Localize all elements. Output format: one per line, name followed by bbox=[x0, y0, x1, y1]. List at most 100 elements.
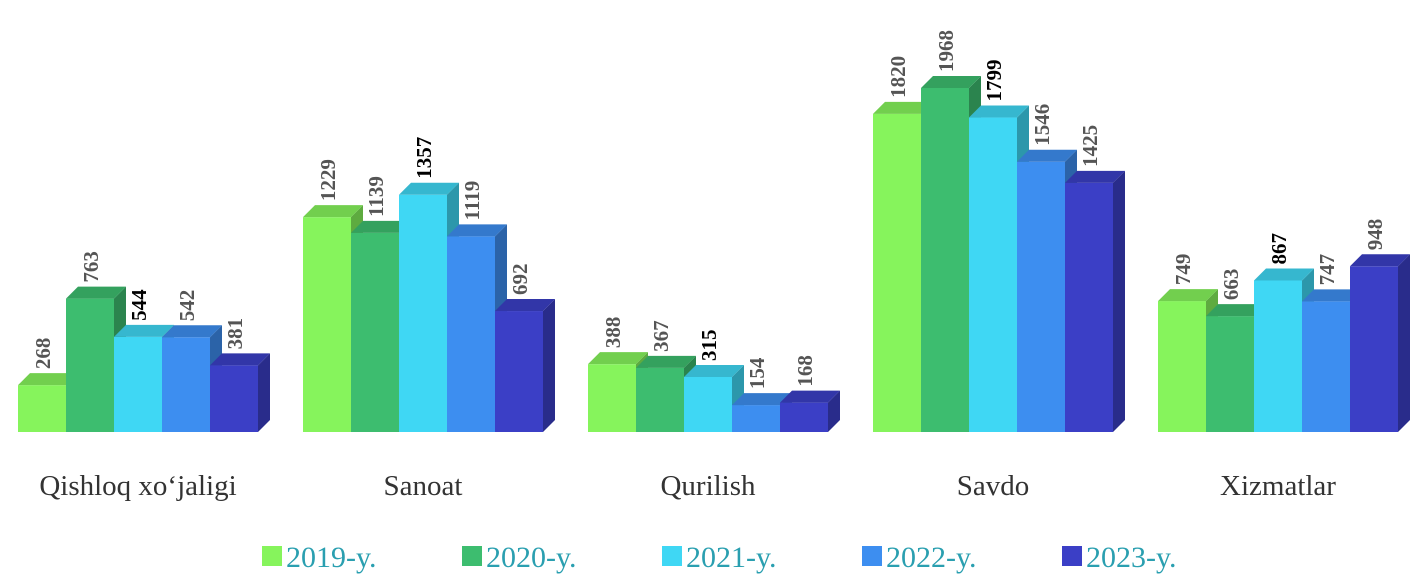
x-tick-label: Qishloq xo‘jaligi bbox=[39, 470, 236, 502]
legend-item: 2023-y. bbox=[1062, 541, 1177, 574]
bar-top bbox=[399, 182, 459, 195]
data-label: 867 bbox=[1267, 233, 1291, 265]
bar-top bbox=[732, 393, 792, 406]
bar bbox=[351, 232, 399, 432]
data-label: 268 bbox=[31, 338, 55, 370]
data-label: 154 bbox=[745, 357, 769, 389]
x-tick-label: Xizmatlar bbox=[1220, 470, 1336, 502]
bar bbox=[732, 405, 780, 432]
legend-item: 2020-y. bbox=[462, 541, 577, 574]
legend-swatch bbox=[262, 546, 282, 566]
bar-top bbox=[684, 364, 744, 377]
bar-top bbox=[66, 286, 126, 299]
bar-top bbox=[873, 101, 933, 114]
data-label: 692 bbox=[508, 264, 532, 296]
bar-top bbox=[1017, 149, 1077, 162]
data-label: 367 bbox=[649, 320, 673, 352]
legend-item: 2019-y. bbox=[262, 541, 377, 574]
bar-top bbox=[588, 352, 648, 365]
bar bbox=[1017, 161, 1065, 432]
bar bbox=[636, 367, 684, 432]
bar bbox=[114, 336, 162, 432]
bar-side bbox=[1398, 254, 1410, 432]
x-tick-label: Qurilish bbox=[660, 470, 756, 502]
data-label: 747 bbox=[1315, 254, 1339, 286]
legend-swatch bbox=[1062, 546, 1082, 566]
bar-top bbox=[351, 220, 411, 233]
data-label: 168 bbox=[793, 355, 817, 387]
x-tick-label: Savdo bbox=[957, 470, 1030, 502]
bar-top bbox=[1254, 268, 1314, 281]
legend-swatch bbox=[662, 546, 682, 566]
bar-top bbox=[969, 105, 1029, 118]
legend-label: 2021-y. bbox=[686, 541, 777, 574]
bar bbox=[399, 194, 447, 432]
data-label: 1139 bbox=[364, 176, 388, 217]
bar bbox=[684, 376, 732, 432]
bar bbox=[588, 364, 636, 432]
legend-label: 2020-y. bbox=[486, 541, 577, 574]
bar-top bbox=[495, 299, 555, 312]
bar bbox=[1254, 280, 1302, 432]
bar bbox=[66, 298, 114, 432]
bar-top bbox=[636, 355, 696, 368]
bar bbox=[18, 385, 66, 432]
x-tick-label: Sanoat bbox=[384, 470, 463, 502]
bar-top bbox=[1302, 289, 1362, 302]
legend-swatch bbox=[462, 546, 482, 566]
bar-top bbox=[210, 353, 270, 366]
legend-label: 2023-y. bbox=[1086, 541, 1177, 574]
legend-item: 2021-y. bbox=[662, 541, 777, 574]
legend-label: 2022-y. bbox=[886, 541, 977, 574]
data-label: 1820 bbox=[886, 56, 910, 98]
legend-label: 2019-y. bbox=[286, 541, 377, 574]
data-label: 763 bbox=[79, 251, 103, 283]
bar bbox=[1350, 266, 1398, 432]
bar-top bbox=[780, 390, 840, 403]
data-label: 315 bbox=[697, 329, 721, 361]
bar-top bbox=[1350, 254, 1410, 267]
data-label: 1229 bbox=[316, 159, 340, 201]
bar bbox=[921, 88, 969, 432]
data-label: 1546 bbox=[1030, 104, 1054, 146]
legend-item: 2022-y. bbox=[862, 541, 977, 574]
bar-side bbox=[258, 353, 270, 432]
bar bbox=[873, 113, 921, 432]
bar bbox=[162, 337, 210, 432]
bar-side bbox=[828, 390, 840, 432]
bar bbox=[1065, 182, 1113, 432]
bar-top bbox=[1206, 304, 1266, 317]
data-label: 1119 bbox=[460, 181, 484, 221]
bar bbox=[495, 311, 543, 432]
data-label: 948 bbox=[1363, 219, 1387, 251]
data-label: 381 bbox=[223, 318, 247, 350]
data-label: 749 bbox=[1171, 254, 1195, 286]
bar-top bbox=[1065, 170, 1125, 183]
bar-top bbox=[1158, 289, 1218, 302]
data-label: 388 bbox=[601, 317, 625, 349]
bar-top bbox=[921, 76, 981, 88]
bar bbox=[780, 402, 828, 432]
bar-side bbox=[543, 299, 555, 432]
data-label: 544 bbox=[127, 289, 151, 321]
bar bbox=[447, 236, 495, 432]
bar bbox=[1206, 316, 1254, 432]
data-label: 1357 bbox=[412, 137, 436, 179]
legend-swatch bbox=[862, 546, 882, 566]
bar-top bbox=[447, 224, 507, 237]
bar bbox=[210, 365, 258, 432]
bar bbox=[969, 117, 1017, 432]
bar-top bbox=[303, 205, 363, 218]
data-label: 663 bbox=[1219, 269, 1243, 301]
data-label: 1425 bbox=[1078, 125, 1102, 167]
bar-side bbox=[1113, 170, 1125, 433]
bar-top bbox=[114, 324, 174, 337]
data-label: 1799 bbox=[982, 60, 1006, 102]
data-label: 1968 bbox=[934, 30, 958, 72]
data-label: 542 bbox=[175, 290, 199, 322]
bar bbox=[303, 217, 351, 432]
bar bbox=[1302, 301, 1350, 432]
bar-top bbox=[18, 373, 78, 386]
